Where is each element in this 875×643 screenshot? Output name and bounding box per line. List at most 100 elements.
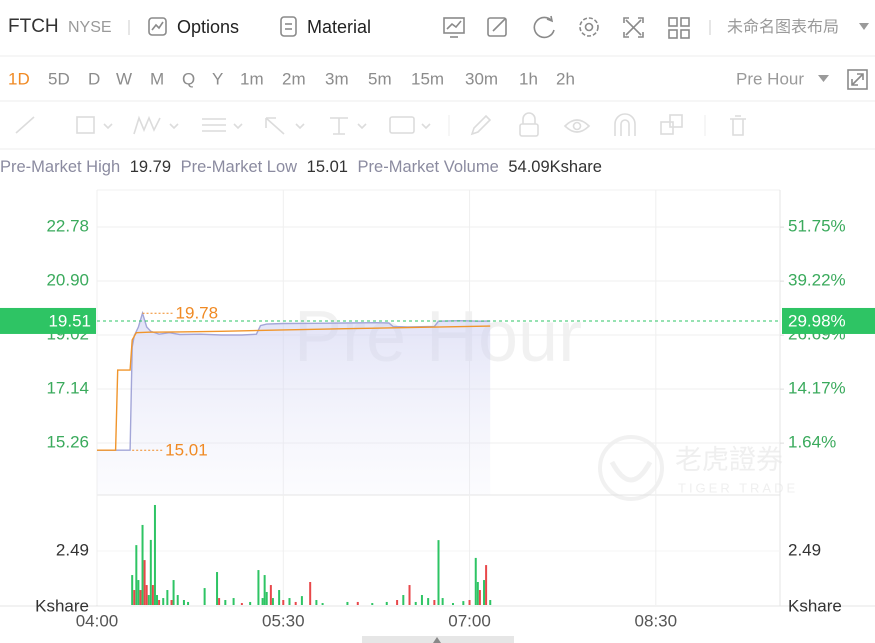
volume-bar — [408, 585, 411, 605]
volume-bar — [271, 598, 274, 605]
refresh-button[interactable] — [533, 15, 555, 39]
tool-lock[interactable] — [519, 112, 539, 137]
volume-bar — [153, 504, 156, 605]
tool-fib[interactable] — [202, 118, 243, 132]
volume-bar — [176, 595, 179, 605]
volume-bar — [143, 560, 146, 605]
logo-mark — [609, 460, 653, 483]
tool-magnet[interactable] — [614, 113, 636, 136]
volume-bar — [158, 600, 161, 605]
volume-bar — [294, 601, 297, 605]
tool-arrow[interactable] — [265, 117, 305, 135]
layout-name: 未命名图表布局 — [727, 18, 839, 36]
period-button[interactable]: 30m — [465, 69, 498, 88]
icon — [625, 19, 642, 36]
tool-pen[interactable] — [470, 114, 492, 136]
volume-bar — [269, 585, 272, 605]
tool-layers[interactable] — [660, 114, 683, 135]
volume-bar — [489, 600, 492, 605]
icon — [668, 29, 678, 39]
icon — [584, 22, 594, 32]
layout-menu[interactable]: 未命名图表布局 — [727, 18, 869, 36]
unit-label: Kshare — [788, 596, 842, 615]
tool-wave[interactable] — [133, 115, 179, 135]
stat-label: Pre-Market High — [0, 158, 120, 176]
layout-button[interactable] — [668, 17, 690, 39]
icon — [730, 115, 746, 136]
volume-bar — [187, 601, 190, 605]
icon — [851, 73, 864, 86]
icon — [668, 17, 678, 27]
icon — [265, 117, 285, 135]
period-button[interactable]: 1D — [8, 69, 30, 88]
icon — [623, 17, 644, 38]
draw-button[interactable] — [487, 17, 507, 37]
period-button[interactable]: Q — [182, 69, 195, 88]
period-bar: Pre Hour 1D 5D D W M Q Y 1m 2m 3m 5m 15m 30m 1h 2h — [8, 69, 868, 90]
period-button[interactable]: 3m — [325, 69, 349, 88]
period-button[interactable]: 15m — [411, 69, 444, 88]
session-menu[interactable]: Pre Hour — [736, 69, 829, 88]
price-area — [97, 313, 491, 495]
period-button[interactable]: 5D — [48, 69, 70, 88]
period-button[interactable]: 2m — [282, 69, 306, 88]
volume-bar — [203, 588, 206, 605]
tool-delete[interactable] — [730, 115, 746, 136]
stats-line: Pre-Market High 19.79 Pre-Market Low 15.… — [0, 158, 602, 176]
icon — [669, 114, 683, 128]
volume-bar — [485, 565, 488, 605]
period-button[interactable]: Y — [212, 69, 223, 88]
settings-button[interactable] — [579, 17, 599, 37]
volume-bar — [263, 575, 266, 605]
volume-bar — [139, 590, 142, 605]
tool-rect[interactable] — [76, 116, 113, 134]
y2-tick-label: 14.17% — [788, 379, 846, 398]
volume-bar — [278, 590, 281, 605]
period-button[interactable]: 1h — [519, 69, 538, 88]
brand-logo: 老虎證券 TIGER TRADE — [598, 435, 795, 501]
icon — [487, 17, 507, 37]
volume-bar — [441, 598, 444, 605]
volume-bar — [172, 580, 175, 605]
volume-bar — [437, 540, 440, 605]
y-tick-label: 15.26 — [46, 433, 89, 452]
period-button[interactable]: 1m — [240, 69, 264, 88]
volume-bar — [133, 590, 136, 605]
expand-button[interactable] — [847, 69, 868, 90]
x-tick-label: 04:00 — [76, 611, 119, 630]
volume-bar — [468, 600, 471, 605]
period-button[interactable]: W — [116, 69, 132, 88]
period-button[interactable]: M — [150, 69, 164, 88]
period-button[interactable]: 5m — [368, 69, 392, 88]
scrollbar[interactable] — [362, 636, 514, 643]
icon — [579, 17, 599, 37]
fullscreen-button[interactable] — [623, 17, 644, 38]
icon — [233, 123, 243, 130]
tool-measure[interactable] — [389, 116, 431, 134]
indicator-button[interactable] — [443, 17, 465, 38]
material-button[interactable]: Material — [280, 16, 371, 37]
icon — [76, 116, 95, 134]
unit-label: Kshare — [35, 596, 89, 615]
brand-name: 老虎證券 — [675, 445, 783, 475]
material-icon — [280, 16, 297, 37]
volume-bar — [147, 595, 150, 605]
tool-text[interactable] — [330, 117, 367, 135]
icon — [660, 121, 674, 135]
annotation-label: 15.01 — [165, 441, 208, 460]
options-button[interactable]: Options — [148, 17, 239, 37]
period-button[interactable]: D — [88, 69, 100, 88]
period-button[interactable]: 2h — [556, 69, 575, 88]
volume-bar — [478, 590, 481, 605]
icon — [847, 69, 868, 90]
volume-bar — [282, 600, 285, 605]
icon — [533, 16, 555, 39]
tool-line[interactable] — [15, 116, 35, 134]
last-change-badge — [782, 307, 875, 334]
volume-bar — [371, 603, 374, 605]
volume-bar — [414, 601, 417, 605]
volume-bar — [170, 600, 173, 605]
volume-bar — [162, 598, 165, 605]
tool-eye[interactable] — [563, 119, 591, 133]
